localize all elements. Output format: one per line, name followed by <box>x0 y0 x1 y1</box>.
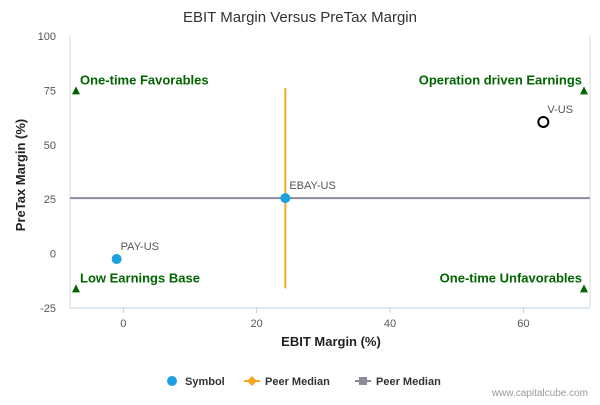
y-tick-label: 0 <box>50 249 56 261</box>
x-tick-label: 0 <box>120 318 126 330</box>
data-point <box>111 254 122 265</box>
legend-square-marker <box>359 377 367 385</box>
legend-item-label[interactable]: Peer Median <box>376 376 441 388</box>
x-axis-label: EBIT Margin (%) <box>281 334 381 349</box>
quadrant-label: Low Earnings Base <box>80 270 200 285</box>
x-tick-label: 20 <box>251 318 263 330</box>
data-point-label: PAY-US <box>121 241 159 253</box>
x-tick-label: 40 <box>384 318 396 330</box>
quadrant-marker-triangle <box>580 86 588 95</box>
y-tick-label: 75 <box>44 85 56 97</box>
credit-text[interactable]: www.capitalcube.com <box>491 388 588 399</box>
data-point-label: EBAY-US <box>289 180 335 192</box>
legend: Symbol Peer Median Peer Median <box>167 376 441 388</box>
quadrant-label: One-time Unfavorables <box>440 270 582 285</box>
legend-diamond-marker <box>247 376 257 386</box>
legend-symbol-dot <box>167 376 177 386</box>
y-axis-label: PreTax Margin (%) <box>13 119 28 231</box>
data-point <box>537 115 550 128</box>
data-point-label: V-US <box>547 104 573 116</box>
legend-item-label[interactable]: Symbol <box>185 376 225 388</box>
quadrant-marker-triangle <box>72 284 80 293</box>
data-point <box>280 193 291 204</box>
chart-title: EBIT Margin Versus PreTax Margin <box>183 9 417 26</box>
quadrant-label: One-time Favorables <box>80 72 209 87</box>
y-tick-label: 25 <box>44 194 56 206</box>
y-tick-label: -25 <box>40 303 56 315</box>
quadrant-marker-triangle <box>72 86 80 95</box>
y-tick-label: 50 <box>44 140 56 152</box>
x-tick-label: 60 <box>517 318 529 330</box>
plot-area: -25 0 25 50 75 100 0 20 40 60 One-time Favorables O… <box>38 31 591 330</box>
quadrant-marker-triangle <box>580 284 588 293</box>
quadrant-label: Operation driven Earnings <box>419 72 582 87</box>
y-tick-label: 100 <box>38 31 56 43</box>
legend-item-label[interactable]: Peer Median <box>265 376 330 388</box>
